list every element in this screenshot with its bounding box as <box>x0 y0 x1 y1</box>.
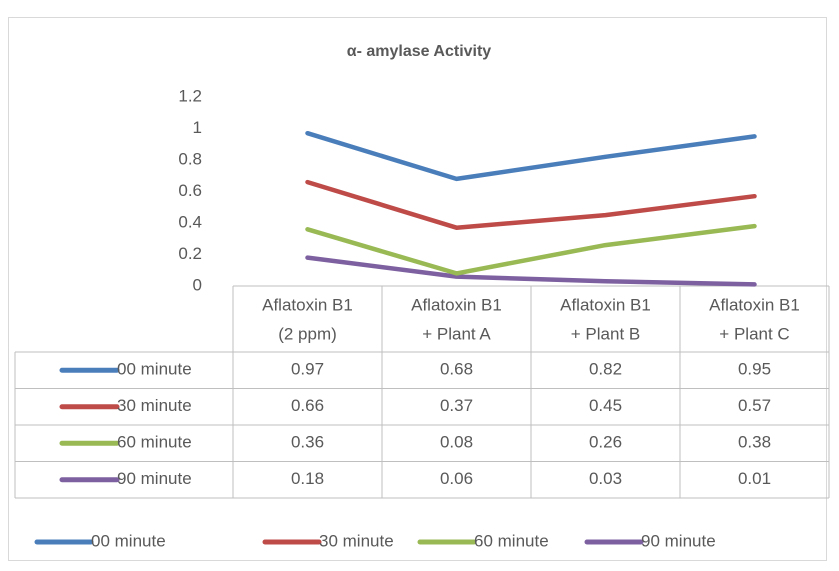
table-cell-value: 0.36 <box>291 433 324 452</box>
y-tick-label: 1.2 <box>178 86 202 105</box>
category-label: Aflatoxin B1 <box>560 295 651 314</box>
y-tick-label: 0.2 <box>178 244 202 263</box>
y-tick-label: 1 <box>193 118 202 137</box>
table-cell-value: 0.66 <box>291 396 324 415</box>
category-label: Aflatoxin B1 <box>262 295 353 314</box>
legend-label: 90 minute <box>641 531 716 550</box>
table-cell-value: 0.01 <box>738 469 771 488</box>
legend-label: 60 minute <box>474 531 549 550</box>
category-label: + Plant B <box>571 324 640 343</box>
y-tick-label: 0 <box>193 275 202 294</box>
table-cell-value: 0.38 <box>738 433 771 452</box>
table-cell-value: 0.97 <box>291 360 324 379</box>
category-label: + Plant A <box>422 324 491 343</box>
table-series-name: 90 minute <box>117 469 192 488</box>
y-tick-label: 0.6 <box>178 181 202 200</box>
chart-title: α- amylase Activity <box>347 43 492 60</box>
series-line <box>305 130 757 182</box>
table-series-name: 00 minute <box>117 360 192 379</box>
table-cell-value: 0.37 <box>440 396 473 415</box>
table-cell-value: 0.95 <box>738 360 771 379</box>
series-line <box>305 255 757 287</box>
table-series-name: 30 minute <box>117 396 192 415</box>
table-cell-value: 0.82 <box>589 360 622 379</box>
table-series-name: 60 minute <box>117 433 192 452</box>
y-tick-label: 0.8 <box>178 149 202 168</box>
series-line <box>305 179 757 230</box>
table-cell-value: 0.45 <box>589 396 622 415</box>
category-label: Aflatoxin B1 <box>411 295 502 314</box>
table-cell-value: 0.08 <box>440 433 473 452</box>
table-cell-value: 0.03 <box>589 469 622 488</box>
table-cell-value: 0.18 <box>291 469 324 488</box>
y-tick-label: 0.4 <box>178 212 202 231</box>
series-line <box>305 223 757 276</box>
table-cell-value: 0.26 <box>589 433 622 452</box>
table-cell-value: 0.06 <box>440 469 473 488</box>
chart-area <box>8 17 827 561</box>
legend-label: 00 minute <box>91 531 166 550</box>
table-cell-value: 0.57 <box>738 396 771 415</box>
table-cell-value: 0.68 <box>440 360 473 379</box>
category-label: Aflatoxin B1 <box>709 295 800 314</box>
legend-label: 30 minute <box>319 531 394 550</box>
category-label: + Plant C <box>719 324 789 343</box>
category-label: (2 ppm) <box>278 324 337 343</box>
